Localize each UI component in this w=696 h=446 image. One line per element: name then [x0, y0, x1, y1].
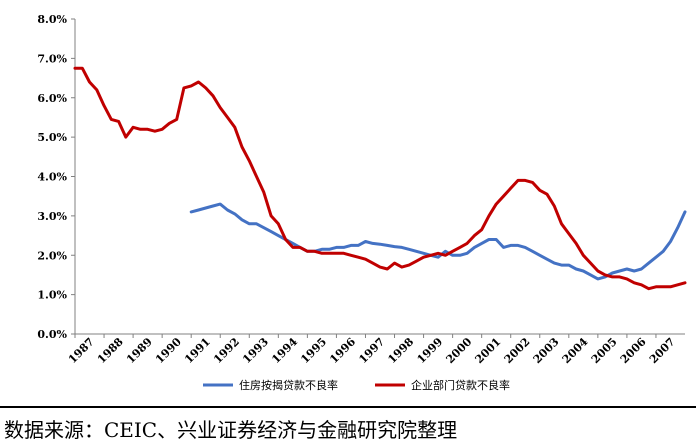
- y-tick-label: 7.0%: [37, 52, 67, 65]
- x-tick-label: 1991: [182, 335, 213, 366]
- y-tick-label: 3.0%: [37, 210, 67, 223]
- y-tick-label: 5.0%: [37, 131, 67, 144]
- line-chart: 0.0% 1.0% 2.0% 3.0% 4.0% 5.0% 6.0% 7.0% 8.0% 198…: [37, 13, 687, 392]
- x-tick-label: 2007: [647, 335, 678, 366]
- y-tick-label: 8.0%: [37, 13, 67, 26]
- x-tick-label: 1993: [240, 335, 271, 366]
- x-axis-ticks: 1987198819891990199119921993199419951996…: [66, 334, 678, 366]
- series-line-1: [189, 202, 687, 281]
- y-tick-label: 2.0%: [37, 249, 67, 262]
- x-tick-label: 2003: [531, 335, 562, 366]
- x-tick-label: 1989: [124, 335, 155, 366]
- x-tick-label: 2001: [473, 335, 504, 366]
- y-tick-label: 6.0%: [37, 92, 67, 105]
- legend-label-1: 住房按揭贷款不良率: [239, 378, 338, 392]
- legend-label-2: 企业部门贷款不良率: [411, 378, 510, 392]
- x-tick-label: 1999: [415, 335, 446, 366]
- source-note: 数据来源：CEIC、兴业证券经济与金融研究院整理: [4, 418, 458, 442]
- y-tick-label: 4.0%: [37, 171, 67, 184]
- x-tick-label: 1997: [356, 335, 387, 366]
- x-tick-label: 2000: [444, 335, 475, 366]
- series-lines: [73, 66, 687, 291]
- x-tick-label: 1992: [211, 335, 242, 366]
- legend: 住房按揭贷款不良率 企业部门贷款不良率: [203, 378, 510, 392]
- x-tick-label: 1988: [95, 335, 126, 366]
- series-line-2: [73, 66, 687, 291]
- y-tick-label: 1.0%: [37, 289, 67, 302]
- y-axis-ticks: 0.0% 1.0% 2.0% 3.0% 4.0% 5.0% 6.0% 7.0% 8.0%: [37, 13, 75, 341]
- x-tick-label: 2004: [560, 335, 591, 366]
- x-tick-label: 2002: [502, 335, 533, 366]
- x-tick-label: 2005: [589, 335, 620, 366]
- y-tick-label: 0.0%: [37, 328, 67, 341]
- chart-axes: [74, 19, 685, 335]
- x-tick-label: 1990: [153, 335, 184, 366]
- x-tick-label: 1996: [327, 335, 358, 366]
- x-tick-label: 1994: [269, 335, 300, 366]
- source-divider: [0, 406, 696, 408]
- x-tick-label: 1995: [298, 335, 329, 366]
- x-tick-label: 1998: [385, 335, 416, 366]
- x-tick-label: 2006: [618, 335, 649, 366]
- x-tick-label: 1987: [66, 335, 97, 366]
